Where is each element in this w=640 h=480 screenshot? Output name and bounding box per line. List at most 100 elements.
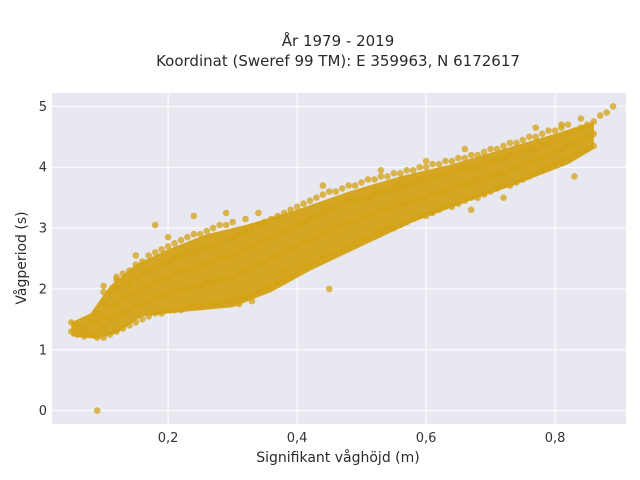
data-point <box>261 236 269 244</box>
data-point <box>403 167 411 174</box>
data-point <box>190 282 198 290</box>
data-point <box>209 258 217 265</box>
data-point <box>487 157 494 165</box>
data-point <box>564 154 572 162</box>
data-point <box>377 206 385 214</box>
data-point <box>345 243 353 250</box>
data-point <box>242 246 249 253</box>
data-point <box>416 163 423 171</box>
x-tick-label: 0,6 <box>416 431 437 446</box>
data-point <box>190 264 198 271</box>
data-point <box>209 243 217 250</box>
data-point <box>203 261 211 268</box>
data-point <box>326 227 333 235</box>
data-point <box>422 163 430 171</box>
data-point <box>390 185 398 192</box>
data-point <box>319 182 327 189</box>
data-point <box>461 145 469 153</box>
data-point <box>229 218 236 226</box>
data-point <box>293 243 301 250</box>
data-point <box>584 121 591 128</box>
data-point <box>474 151 482 159</box>
data-point <box>442 188 449 195</box>
data-point <box>422 176 430 183</box>
data-point <box>577 148 585 156</box>
data-point <box>487 173 494 180</box>
data-point <box>351 218 359 226</box>
data-point <box>171 270 178 278</box>
data-point <box>480 191 488 198</box>
data-point <box>351 197 359 204</box>
data-point <box>119 270 127 278</box>
data-point <box>313 194 320 201</box>
data-point <box>519 136 527 144</box>
data-point <box>416 194 423 201</box>
data-point <box>216 255 223 262</box>
data-point <box>545 163 552 171</box>
data-point <box>197 303 204 311</box>
data-point <box>93 334 101 341</box>
data-point <box>526 173 533 180</box>
data-point <box>313 212 320 220</box>
data-point <box>493 170 501 177</box>
data-point <box>261 285 269 293</box>
data-point <box>139 316 146 323</box>
data-point <box>171 306 178 314</box>
data-point <box>319 191 327 198</box>
data-point <box>242 215 249 223</box>
data-point <box>448 157 456 165</box>
data-point <box>313 258 320 265</box>
data-point <box>190 230 198 238</box>
data-point <box>184 249 191 256</box>
data-point <box>351 240 359 247</box>
data-point <box>435 160 443 168</box>
data-point <box>255 261 262 268</box>
data-point <box>384 224 391 232</box>
data-point <box>500 194 507 201</box>
data-point <box>532 170 539 177</box>
y-axis-label: Vågperiod (s) <box>13 211 30 304</box>
data-point <box>358 179 365 186</box>
data-point <box>397 185 404 192</box>
data-point <box>500 154 507 162</box>
data-point <box>435 206 443 214</box>
data-point <box>274 252 282 259</box>
data-point <box>545 127 552 134</box>
data-point <box>319 209 327 217</box>
data-point <box>293 221 301 229</box>
data-point <box>100 313 107 320</box>
data-point <box>132 319 140 326</box>
data-point <box>222 209 230 217</box>
data-point <box>158 310 165 317</box>
data-point <box>100 288 107 296</box>
data-point <box>222 221 230 229</box>
data-point <box>397 221 404 229</box>
data-point <box>184 233 191 241</box>
data-point <box>248 297 256 305</box>
data-point <box>364 212 372 220</box>
data-point <box>403 182 411 189</box>
data-point <box>448 203 456 211</box>
data-point <box>106 316 114 323</box>
data-point <box>403 218 411 226</box>
data-point <box>235 294 243 302</box>
data-point <box>390 203 398 211</box>
data-point <box>500 182 507 189</box>
data-point <box>280 267 288 275</box>
data-point <box>377 173 385 180</box>
data-point <box>448 170 456 177</box>
data-point <box>474 176 482 183</box>
data-point <box>345 182 353 189</box>
data-point <box>132 273 140 281</box>
data-point <box>590 118 598 125</box>
data-point <box>274 230 282 238</box>
data-point <box>300 200 307 207</box>
data-point <box>209 224 217 232</box>
data-point <box>197 282 204 290</box>
data-point <box>80 333 88 340</box>
y-tick-label: 0 <box>39 404 47 419</box>
data-point <box>164 258 172 265</box>
data-point <box>345 197 353 204</box>
data-point <box>461 167 469 174</box>
